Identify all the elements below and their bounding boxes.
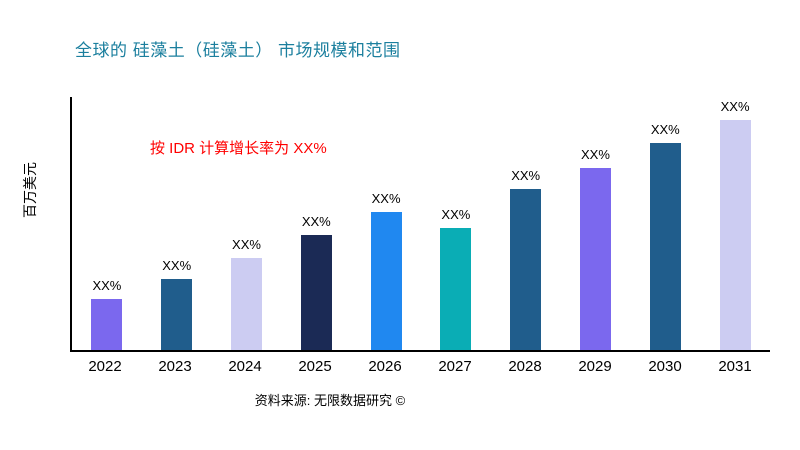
x-tick-label: 2028 bbox=[508, 358, 542, 375]
bar-2023 bbox=[161, 278, 193, 350]
bar-group-2025: XX% bbox=[284, 97, 348, 350]
y-axis-label: 百万美元 bbox=[22, 162, 38, 218]
bar-value-label: XX% bbox=[511, 168, 541, 183]
bar-value-label: XX% bbox=[371, 191, 401, 206]
x-axis-tick-labels: 2022 2023 2024 2025 2026 2027 2028 2029 2030 2031 bbox=[70, 358, 770, 375]
x-tick-label: 2029 bbox=[578, 358, 612, 375]
x-tick-label: 2023 bbox=[158, 358, 192, 375]
bar-value-label: XX% bbox=[232, 237, 261, 252]
bar-group-2031: XX% bbox=[703, 97, 767, 350]
bar-2029 bbox=[579, 168, 611, 350]
growth-rate-annotation: 按 IDR 计算增长率为 XX% bbox=[150, 140, 327, 157]
bar-2024 bbox=[230, 258, 262, 350]
bar-2030 bbox=[649, 143, 681, 350]
bar-value-label: XX% bbox=[581, 147, 610, 163]
x-tick-label: 2025 bbox=[298, 358, 332, 375]
x-tick-label: 2027 bbox=[438, 358, 472, 375]
bar-value-label: XX% bbox=[720, 99, 750, 114]
bar-value-label: XX% bbox=[441, 207, 471, 223]
bar-group-2024: XX% bbox=[214, 97, 278, 350]
bar-2031 bbox=[719, 120, 751, 350]
source-caption: 资料来源: 无限数据研究 © bbox=[254, 393, 406, 408]
bar-2026 bbox=[370, 212, 402, 350]
bar-2027 bbox=[440, 228, 472, 350]
bars-container: XX% XX% XX% XX% XX% XX% XX% XX% XX% XX% bbox=[72, 97, 770, 350]
bar-value-label: XX% bbox=[650, 122, 680, 137]
bar-group-2030: XX% bbox=[633, 97, 697, 350]
x-tick-label: 2030 bbox=[648, 358, 682, 375]
x-tick-label: 2022 bbox=[88, 358, 122, 375]
bar-group-2029: XX% bbox=[563, 97, 627, 350]
bar-value-label: XX% bbox=[301, 214, 331, 229]
x-tick-label: 2024 bbox=[228, 358, 262, 375]
plot-area: 按 IDR 计算增长率为 XX% XX% XX% XX% XX% XX% XX% XX% XX… bbox=[70, 97, 770, 352]
bar-group-2023: XX% bbox=[145, 97, 209, 350]
bar-group-2026: XX% bbox=[354, 97, 418, 350]
bar-group-2027: XX% bbox=[424, 97, 488, 350]
bar-2022 bbox=[91, 299, 123, 350]
chart-title: 全球的 硅藻土（硅藻土） 市场规模和范围 bbox=[75, 41, 401, 60]
x-tick-label: 2031 bbox=[718, 358, 752, 375]
x-tick-label: 2026 bbox=[368, 358, 402, 375]
bar-group-2028: XX% bbox=[494, 97, 558, 350]
bar-value-label: XX% bbox=[162, 257, 192, 273]
bar-group-2022: XX% bbox=[75, 97, 139, 350]
bar-2025 bbox=[300, 235, 332, 350]
bar-2028 bbox=[510, 189, 542, 350]
bar-value-label: XX% bbox=[92, 278, 122, 294]
